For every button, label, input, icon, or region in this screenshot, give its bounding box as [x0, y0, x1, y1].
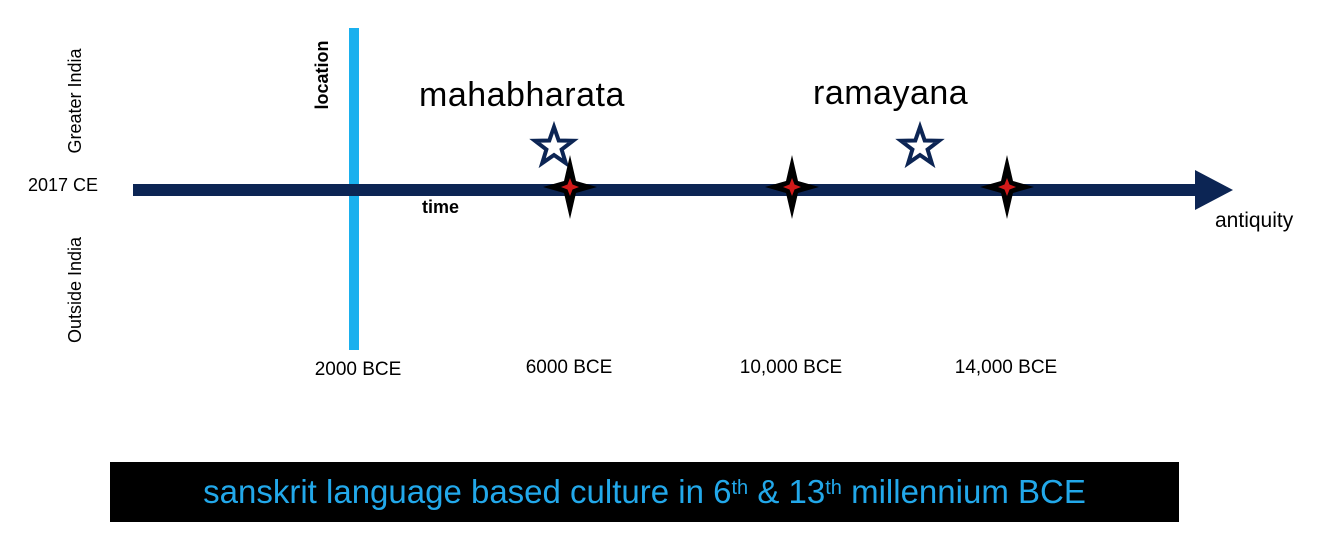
epic-title-ramayana: ramayana	[813, 74, 969, 112]
banner-text-part3: millennium BCE	[841, 473, 1086, 510]
tick-label-10000: 10,000 BCE	[739, 357, 843, 378]
tick-label-2000: 2000 BCE	[314, 359, 402, 380]
sparkle-icon-10000	[765, 155, 819, 219]
axis-start-label: 2017 CE	[28, 175, 99, 195]
upper-region-label: Greater India	[65, 48, 85, 154]
axis-end-label: antiquity	[1215, 209, 1294, 232]
lower-region-label: Outside India	[65, 236, 85, 344]
location-axis-label: location	[312, 40, 332, 110]
star-icon-mahabharata	[529, 120, 579, 169]
time-axis-label: time	[422, 197, 460, 217]
banner-superscript-1: th	[731, 476, 749, 499]
banner-text-part1: sanskrit language based culture in 6	[203, 473, 732, 510]
banner-superscript-2: th	[825, 476, 842, 499]
star-icon-ramayana	[895, 120, 945, 169]
epic-title-mahabharata: mahabharata	[419, 76, 625, 114]
tick-label-6000: 6000 BCE	[525, 357, 613, 378]
sparkle-icon-14000	[980, 155, 1034, 219]
time-axis-line	[133, 184, 1203, 196]
banner-text-part2: & 13	[748, 473, 826, 510]
time-axis-arrowhead	[1195, 170, 1233, 210]
tick-label-14000: 14,000 BCE	[954, 357, 1058, 378]
sparkle-icon-6000	[543, 155, 597, 219]
